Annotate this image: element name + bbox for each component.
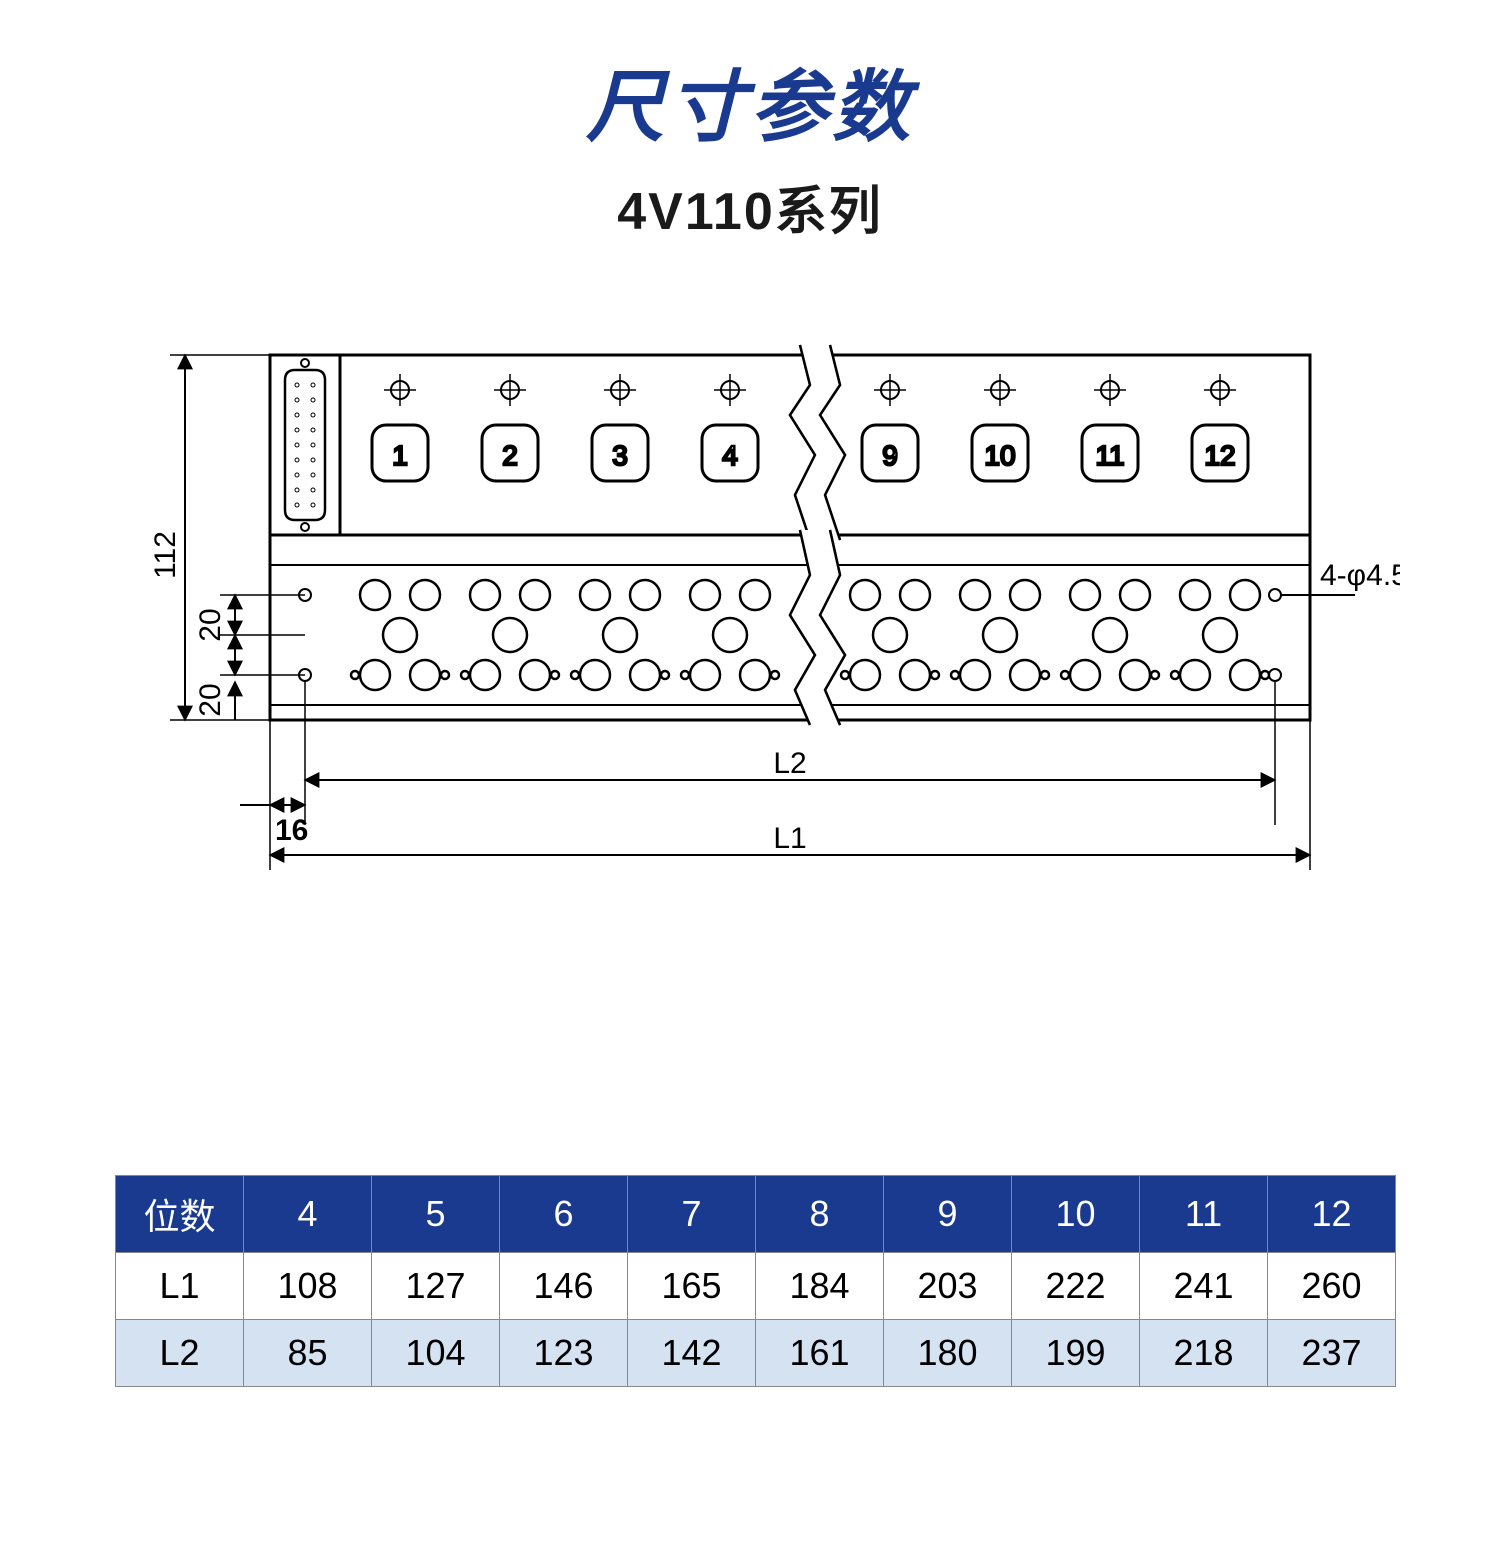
table-header-cell: 9 — [884, 1176, 1012, 1253]
port-number: 3 — [612, 440, 628, 471]
table-cell: 104 — [372, 1320, 500, 1387]
table-header-cell: 7 — [628, 1176, 756, 1253]
table-header-cell: 8 — [756, 1176, 884, 1253]
table-header-cell: 位数 — [116, 1176, 244, 1253]
port-number: 2 — [502, 440, 518, 471]
dim-16: 16 — [275, 814, 308, 847]
title-sub: 4V110系列 — [0, 169, 1500, 244]
table-cell: 260 — [1268, 1253, 1396, 1320]
dim-L1: L1 — [773, 822, 806, 855]
table-cell: 184 — [756, 1253, 884, 1320]
port-number: 10 — [984, 440, 1015, 471]
title-main: 尺寸参数 — [0, 45, 1500, 157]
table-cell: 85 — [244, 1320, 372, 1387]
table-cell: 218 — [1140, 1320, 1268, 1387]
port-number: 1 — [392, 440, 408, 471]
table-cell: 165 — [628, 1253, 756, 1320]
table-cell: L2 — [116, 1320, 244, 1387]
table-row: L1108127146165184203222241260 — [116, 1253, 1396, 1320]
table-cell: 180 — [884, 1320, 1012, 1387]
technical-drawing: 12349101112 4-φ4.5 112 20 20 16 L2 L1 — [120, 325, 1400, 1005]
table-header-cell: 6 — [500, 1176, 628, 1253]
table-cell: 108 — [244, 1253, 372, 1320]
port-number: 9 — [882, 440, 898, 471]
table-cell: 237 — [1268, 1320, 1396, 1387]
table-cell: 161 — [756, 1320, 884, 1387]
table-cell: 199 — [1012, 1320, 1140, 1387]
table-header-cell: 11 — [1140, 1176, 1268, 1253]
table-cell: 123 — [500, 1320, 628, 1387]
table-cell: 142 — [628, 1320, 756, 1387]
table-header-cell: 4 — [244, 1176, 372, 1253]
table-cell: 203 — [884, 1253, 1012, 1320]
table-header-cell: 12 — [1268, 1176, 1396, 1253]
dim-20a: 20 — [194, 608, 227, 641]
port-number: 11 — [1095, 440, 1124, 471]
table-header-cell: 5 — [372, 1176, 500, 1253]
table-row: L285104123142161180199218237 — [116, 1320, 1396, 1387]
table-cell: 241 — [1140, 1253, 1268, 1320]
table-cell: L1 — [116, 1253, 244, 1320]
dimension-table: 位数456789101112 L110812714616518420322224… — [115, 1175, 1396, 1387]
hole-spec-label: 4-φ4.5 — [1320, 559, 1400, 592]
dim-L2: L2 — [773, 747, 806, 780]
port-number: 12 — [1204, 440, 1235, 471]
port-number: 4 — [722, 440, 738, 471]
dim-20b: 20 — [194, 683, 227, 716]
table-cell: 222 — [1012, 1253, 1140, 1320]
table-cell: 127 — [372, 1253, 500, 1320]
table-header-cell: 10 — [1012, 1176, 1140, 1253]
dim-112: 112 — [149, 531, 182, 579]
table-cell: 146 — [500, 1253, 628, 1320]
